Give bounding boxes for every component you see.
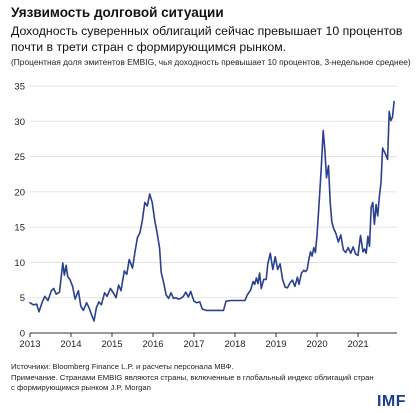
x-tick-label: 2020	[306, 339, 327, 350]
series-layer	[29, 100, 395, 322]
y-tick-label: 0	[20, 329, 25, 340]
x-tick-label: 2016	[142, 339, 163, 350]
x-tick-label: 2018	[224, 339, 245, 350]
chart-title: Уязвимость долговой ситуации	[11, 5, 224, 20]
y-tick-label: 25	[14, 152, 25, 163]
y-tick-label: 10	[14, 258, 25, 269]
x-tick-label: 2021	[347, 339, 368, 350]
series-line-0	[29, 100, 395, 322]
x-tick-label: 2017	[183, 339, 204, 350]
y-tick-label: 20	[14, 187, 25, 198]
y-tick-label: 30	[14, 117, 25, 128]
x-tick-label: 2019	[265, 339, 286, 350]
note-line-2: с формирующимся рынком J.P. Morgan	[11, 383, 151, 392]
x-tick-label: 2013	[19, 339, 40, 350]
x-tick-label: 2014	[60, 339, 81, 350]
imf-logo: IMF	[376, 393, 406, 410]
gridlines	[30, 85, 397, 299]
x-axis-tick-labels: 2013 2014 2015 2016 2017 2018 2019 2020 2021	[19, 339, 368, 350]
source-notes: Источники: Bloomberg Finance L.P. и расч…	[11, 362, 411, 394]
note-line-1: Примечание. Странами EMBIG являются стра…	[11, 372, 374, 382]
y-tick-label: 35	[14, 82, 25, 93]
x-tick-label: 2015	[101, 339, 122, 350]
source-line: Источники: Bloomberg Finance L.P. и расч…	[11, 362, 234, 371]
chart-subtitle: Доходность суверенных облигаций сейчас п…	[11, 24, 403, 54]
y-axis-tick-labels: 0 5 10 15 20 25 30 35	[14, 82, 25, 340]
x-axis	[29, 332, 397, 337]
chart-note: (Процентная доля эмитентов EMBIG, чья до…	[11, 57, 411, 67]
y-tick-label: 15	[14, 223, 25, 234]
y-tick-label: 5	[20, 293, 25, 304]
